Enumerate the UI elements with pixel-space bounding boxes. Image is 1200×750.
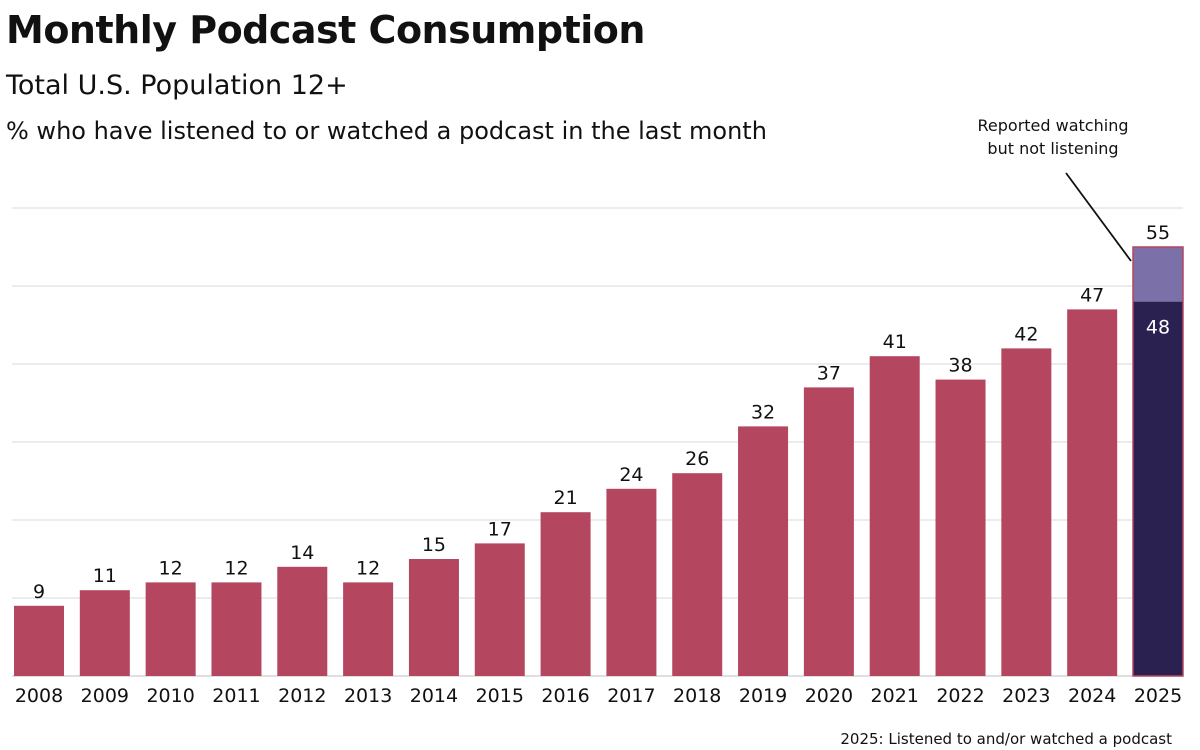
chart-description: % who have listened to or watched a podc… <box>6 117 767 145</box>
annotation-leader-line <box>1065 172 1132 262</box>
bar-value-label: 26 <box>685 448 709 470</box>
bar-value-label: 15 <box>422 534 446 556</box>
bar-value-label: 32 <box>751 401 775 423</box>
x-tick-label: 2017 <box>607 685 655 707</box>
bar-value-label: 37 <box>817 362 841 384</box>
bar <box>145 582 196 676</box>
bar-value-label: 11 <box>93 565 117 587</box>
bar-value-label: 12 <box>356 557 380 579</box>
bar-value-label: 42 <box>1014 323 1038 345</box>
bar <box>738 426 789 676</box>
x-tick-label: 2021 <box>871 685 919 707</box>
bar <box>672 473 723 676</box>
x-tick-label: 2020 <box>805 685 853 707</box>
bar <box>474 543 525 676</box>
bar <box>606 488 657 676</box>
bar-value-label: 12 <box>159 557 183 579</box>
footnote: 2025: Listened to and/or watched a podca… <box>840 730 1172 748</box>
x-tick-label: 2016 <box>541 685 589 707</box>
bar-value-label: 12 <box>224 557 248 579</box>
x-tick-label: 2015 <box>476 685 524 707</box>
x-tick-label: 2014 <box>410 685 458 707</box>
bar-segment-listened <box>1133 301 1183 676</box>
x-tick-label: 2022 <box>936 685 984 707</box>
bar-value-label: 38 <box>948 355 972 377</box>
bar-value-label: 9 <box>33 581 45 603</box>
bar-value-label-total: 55 <box>1146 222 1170 244</box>
bar-value-label: 14 <box>290 542 314 564</box>
bar <box>803 387 854 676</box>
x-tick-label: 2024 <box>1068 685 1116 707</box>
bar-value-label: 47 <box>1080 284 1104 306</box>
bar <box>79 590 130 676</box>
x-tick-label: 2008 <box>15 685 63 707</box>
bar-value-label: 41 <box>883 331 907 353</box>
bar-segment-watching-only <box>1133 247 1183 302</box>
bar <box>343 582 394 676</box>
x-tick-label: 2025 <box>1134 685 1182 707</box>
x-tick-label: 2018 <box>673 685 721 707</box>
annotation-text: but not listening <box>987 139 1118 158</box>
annotation-text: Reported watching <box>978 116 1129 135</box>
bar <box>935 379 986 676</box>
chart-title: Monthly Podcast Consumption <box>6 8 645 52</box>
bar-value-label-listened: 48 <box>1146 317 1170 339</box>
bar-value-label: 21 <box>553 487 577 509</box>
x-tick-label: 2009 <box>81 685 129 707</box>
bar-value-label: 24 <box>619 464 643 486</box>
x-tick-label: 2011 <box>212 685 260 707</box>
bar-value-label: 17 <box>488 518 512 540</box>
x-tick-label: 2012 <box>278 685 326 707</box>
bar <box>277 566 328 676</box>
bar <box>211 582 262 676</box>
x-tick-label: 2010 <box>146 685 194 707</box>
x-tick-label: 2013 <box>344 685 392 707</box>
x-tick-label: 2023 <box>1002 685 1050 707</box>
bar <box>1067 309 1118 676</box>
bar <box>14 605 64 676</box>
bar <box>408 559 459 676</box>
bar <box>1001 348 1052 676</box>
chart-subtitle: Total U.S. Population 12+ <box>6 70 348 101</box>
bar <box>540 512 591 676</box>
x-tick-label: 2019 <box>739 685 787 707</box>
bar <box>869 356 920 676</box>
bar-outline <box>1132 246 1184 677</box>
